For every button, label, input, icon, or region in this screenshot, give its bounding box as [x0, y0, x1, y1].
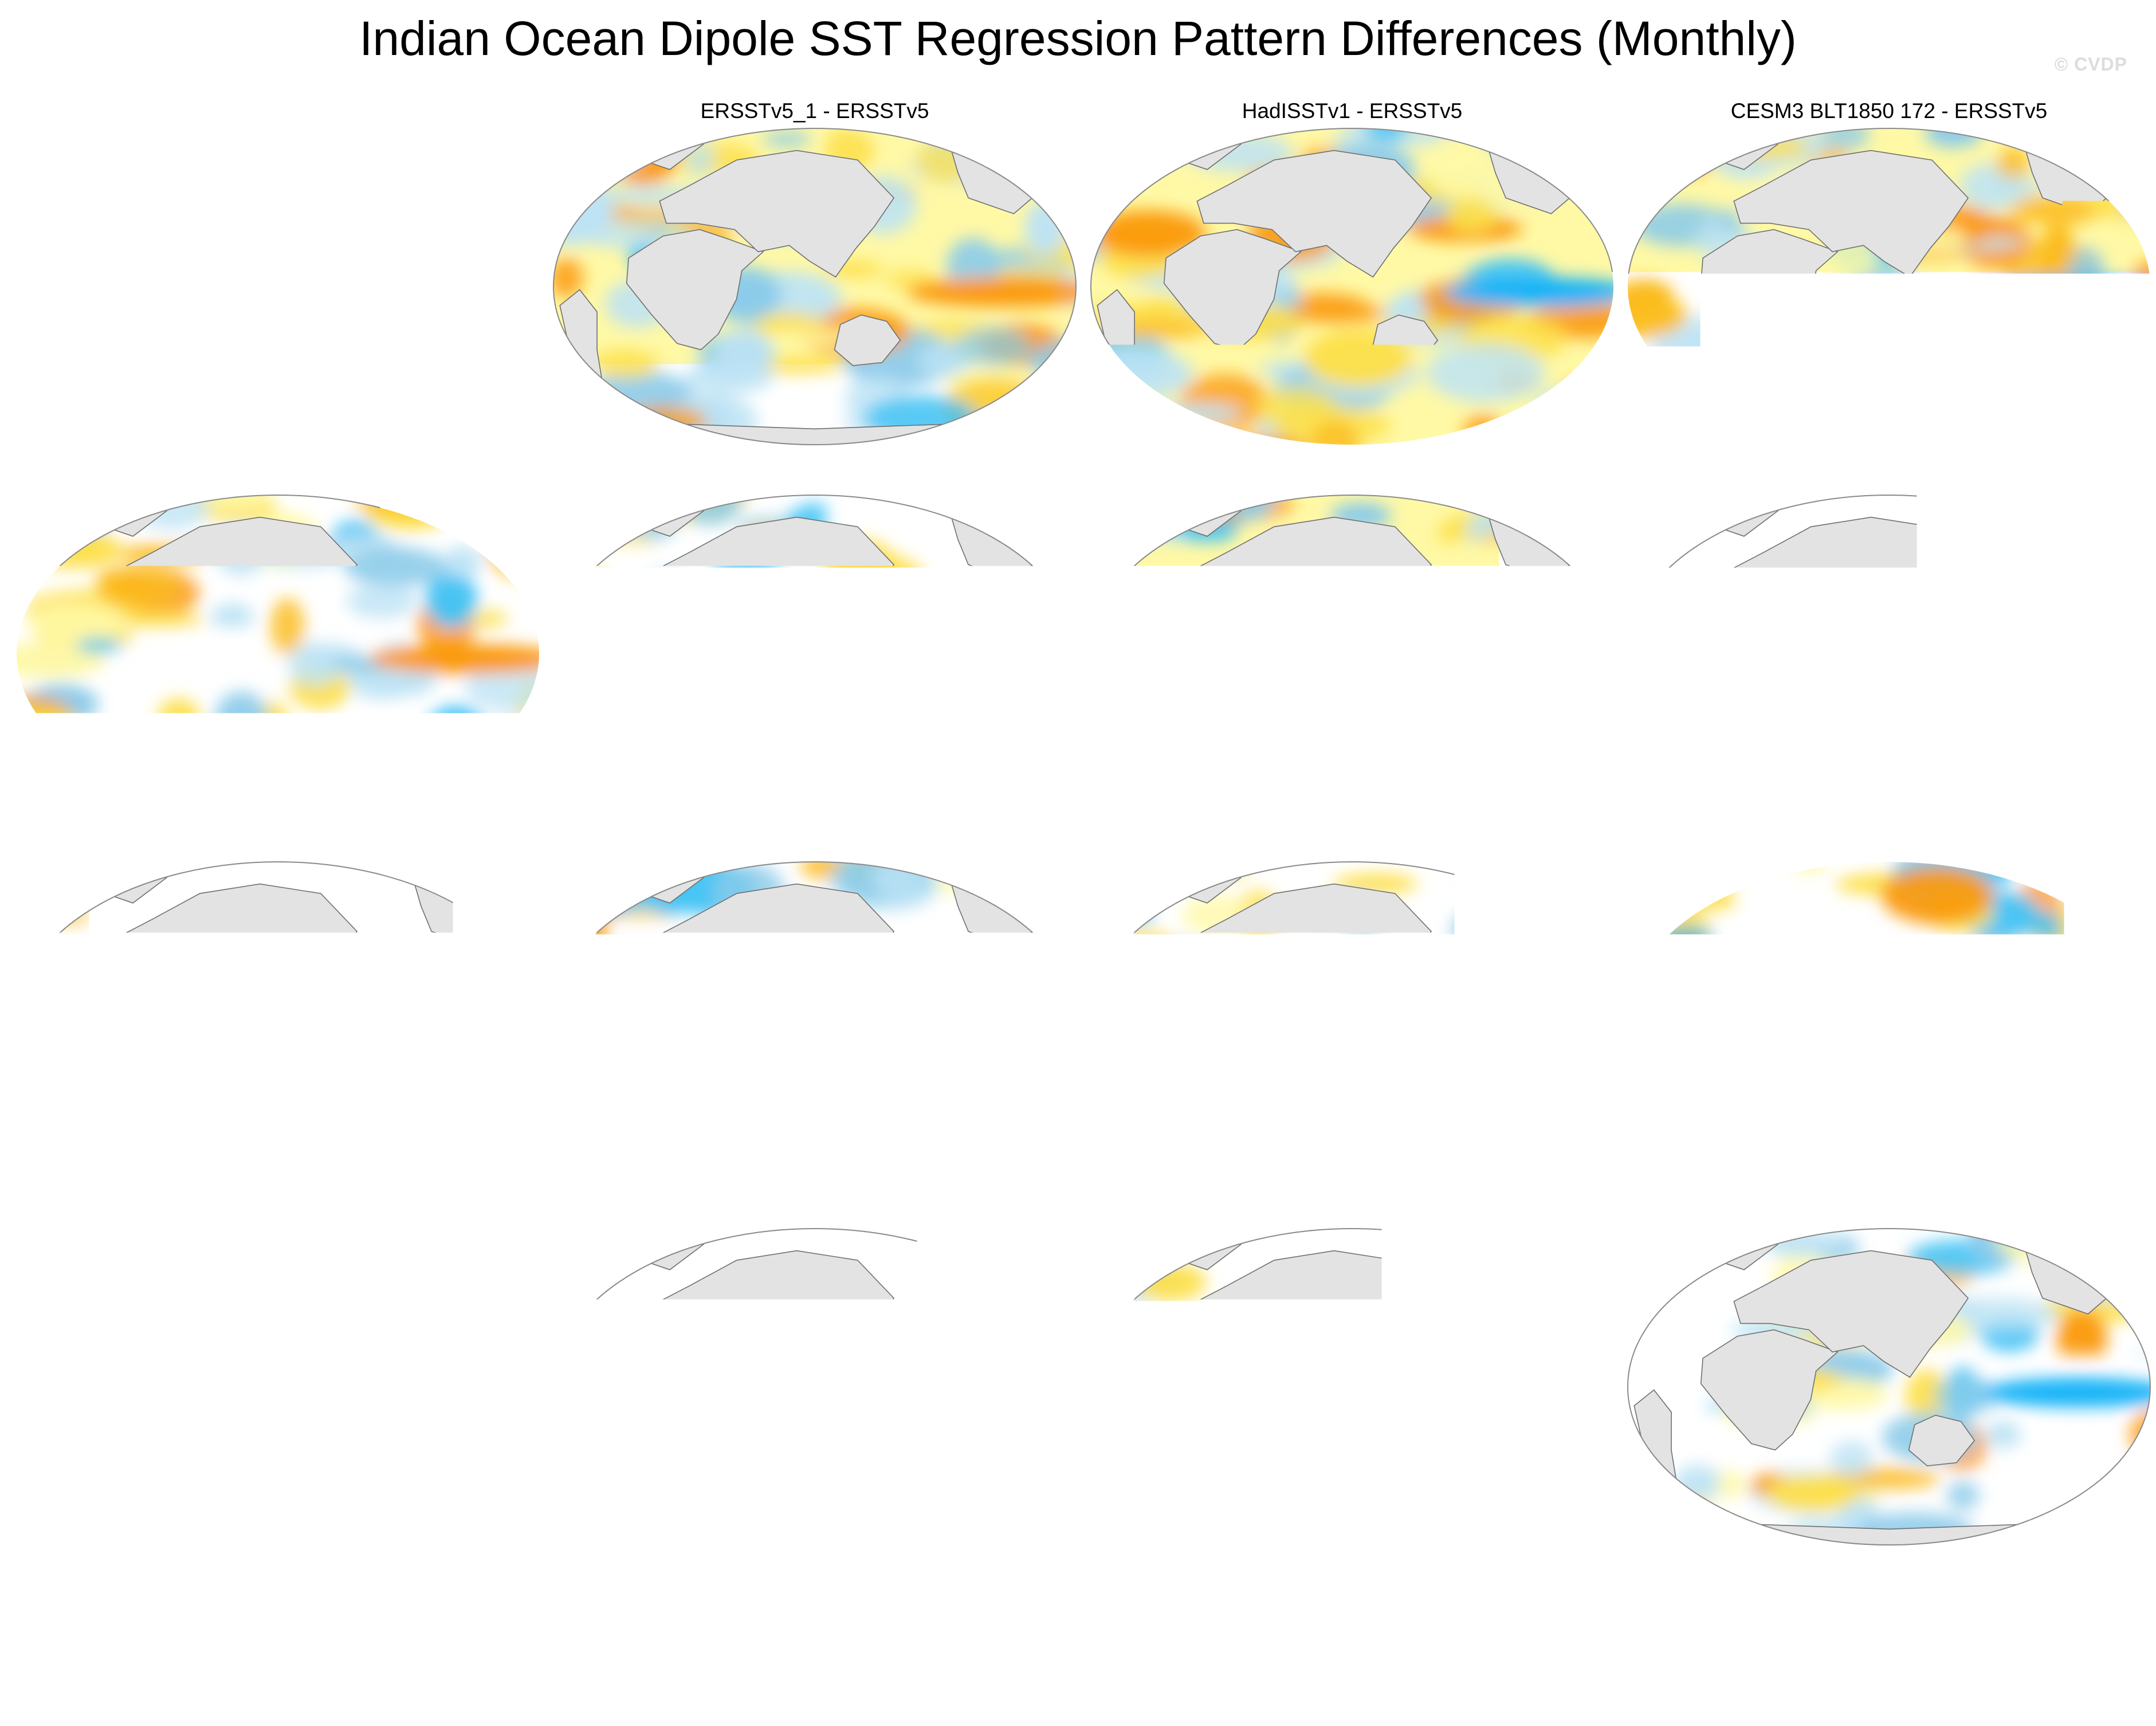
sst-difference-map [551, 493, 1078, 814]
colorbar-tick-label: 1.25 [1458, 1633, 1529, 1679]
sst-difference-map [14, 1226, 541, 1547]
map-panel: CESM3 BLT1850 172 - ERSSTv5 [1625, 99, 2153, 477]
map-panel-title: CESM3 BLT1850 156 46-110 - ERSSTv5 [551, 832, 1078, 857]
sst-difference-map [551, 1226, 1078, 1547]
map-panel-title: CESM3 BLT1850 172 - ERSSTv5 [1625, 99, 2153, 124]
map-panel-title: CESM3 BLT1850 156 111-175 - ERSSTv5 [14, 832, 541, 857]
colorbar-tick-label: -1.75 [481, 1633, 564, 1679]
sst-difference-map [551, 126, 1078, 447]
map-panel: CESM3 BLT1850 166 - ERSSTv5 [1089, 465, 1616, 844]
map-panel: CESM2 piControl C - ERSSTv5 [551, 1199, 1078, 1577]
colorbar-tick-label: 0.25 [1180, 1633, 1252, 1679]
sst-difference-map [14, 860, 541, 1180]
map-panel: CESM2 piControl D - ERSSTv5 [14, 1199, 541, 1577]
colorbar-tick-label: 1.75 [1596, 1633, 1668, 1679]
colorbar-swatch [453, 1601, 523, 1634]
colorbar-swatch [800, 1601, 870, 1634]
map-panel-title: ERSSTv5_1 - ERSSTv5 [551, 99, 1078, 124]
map-panel: CESM3 BLT1850 156 176-240 - ERSSTv5 [1625, 465, 2153, 844]
colorbar-swatch [1354, 1601, 1424, 1634]
colorbar-swatch [1424, 1601, 1494, 1634]
map-panel: CESM3 BLT1850 156 46-110 - ERSSTv5 [551, 832, 1078, 1210]
colorbar-swatch [592, 1601, 662, 1634]
sst-difference-map [551, 860, 1078, 1180]
sst-difference-map [1625, 126, 2153, 447]
map-panel: CESM3 BLT1850 156 111-175 - ERSSTv5 [14, 832, 541, 1210]
map-panel: CESM3 BLT1850 171 - ERSSTv5 [14, 465, 541, 844]
map-panel: CESM3 BLT1850 170 - ERSSTv5 [551, 465, 1078, 844]
map-panel: CESM3 BLT1850 156 80-240 - ERSSTv5 [1089, 832, 1616, 1210]
colorbar-swatch [661, 1601, 731, 1634]
sst-difference-map [1089, 1226, 1616, 1547]
figure-title: Indian Ocean Dipole SST Regression Patte… [0, 7, 2156, 70]
map-panel-title: CESM2 piControl A - ERSSTv5 [1625, 1199, 2153, 1224]
colorbar-swatch [731, 1601, 800, 1634]
map-panel-title: CESM2 piControl D - ERSSTv5 [14, 1199, 541, 1224]
colorbar-swatch [1008, 1601, 1078, 1634]
colorbar-swatch [1701, 1601, 1770, 1634]
colorbar-swatch [938, 1601, 1008, 1634]
colorbar-tick-label: -0.25 [897, 1633, 980, 1679]
map-panel: CESM2 piControl A - ERSSTv5 [1625, 1199, 2153, 1577]
map-panel-title: CESM3 BLT1850 156 80-240 - ERSSTv5 [1089, 832, 1616, 857]
colorbar-swatch [869, 1601, 939, 1634]
map-panel-title: HadISSTv1 - ERSSTv5 [1089, 99, 1616, 124]
colorbar-swatch [1146, 1601, 1216, 1634]
colorbar-units: C/C [0, 1673, 2156, 1719]
colorbar-swatch [384, 1601, 454, 1634]
colorbar-swatch [1632, 1601, 1702, 1634]
map-panel-title: CESM3 BLT1850 166 - ERSSTv5 [1089, 465, 1616, 491]
map-panel: ERSSTv5_1 - ERSSTv5 [551, 99, 1078, 477]
colorbar [384, 1601, 1770, 1635]
colorbar-swatch [523, 1601, 592, 1634]
map-panel-title: CESM2 piControl B - ERSSTv5 [1089, 1199, 1616, 1224]
colorbar-swatch [1216, 1601, 1286, 1634]
colorbar-swatch [1562, 1601, 1632, 1634]
colorbar-tick-label: -0.75 [758, 1633, 842, 1679]
map-panel: HadISSTv1 - ERSSTv5 [1089, 99, 1616, 477]
colorbar-swatch [1077, 1601, 1147, 1634]
colorbar-swatch [1493, 1601, 1563, 1634]
map-panel-title: CESM2 piControl E - ERSSTv5 [1625, 832, 2153, 857]
map-panel: CESM2 piControl E - ERSSTv5 [1625, 832, 2153, 1210]
sst-difference-map [1089, 126, 1616, 447]
sst-difference-map [1625, 493, 2153, 814]
sst-difference-map [14, 493, 541, 814]
colorbar-swatch [1285, 1601, 1355, 1634]
map-panel-title: CESM3 BLT1850 171 - ERSSTv5 [14, 465, 541, 491]
map-panel-title: CESM3 BLT1850 156 176-240 - ERSSTv5 [1625, 465, 2153, 491]
map-panel: CESM2 piControl B - ERSSTv5 [1089, 1199, 1616, 1577]
sst-difference-map [1089, 493, 1616, 814]
sst-difference-map [1625, 1226, 2153, 1547]
colorbar-tick-label: 0 [1067, 1633, 1087, 1679]
colorbar-tick-label: -1.25 [619, 1633, 703, 1679]
sst-difference-map [1089, 860, 1616, 1180]
cvdp-watermark: © CVDP [2055, 54, 2127, 75]
sst-difference-map [1625, 860, 2153, 1180]
colorbar-tick-label: 0.75 [1319, 1633, 1391, 1679]
map-panel-title: CESM2 piControl C - ERSSTv5 [551, 1199, 1078, 1224]
map-panel-title: CESM3 BLT1850 170 - ERSSTv5 [551, 465, 1078, 491]
